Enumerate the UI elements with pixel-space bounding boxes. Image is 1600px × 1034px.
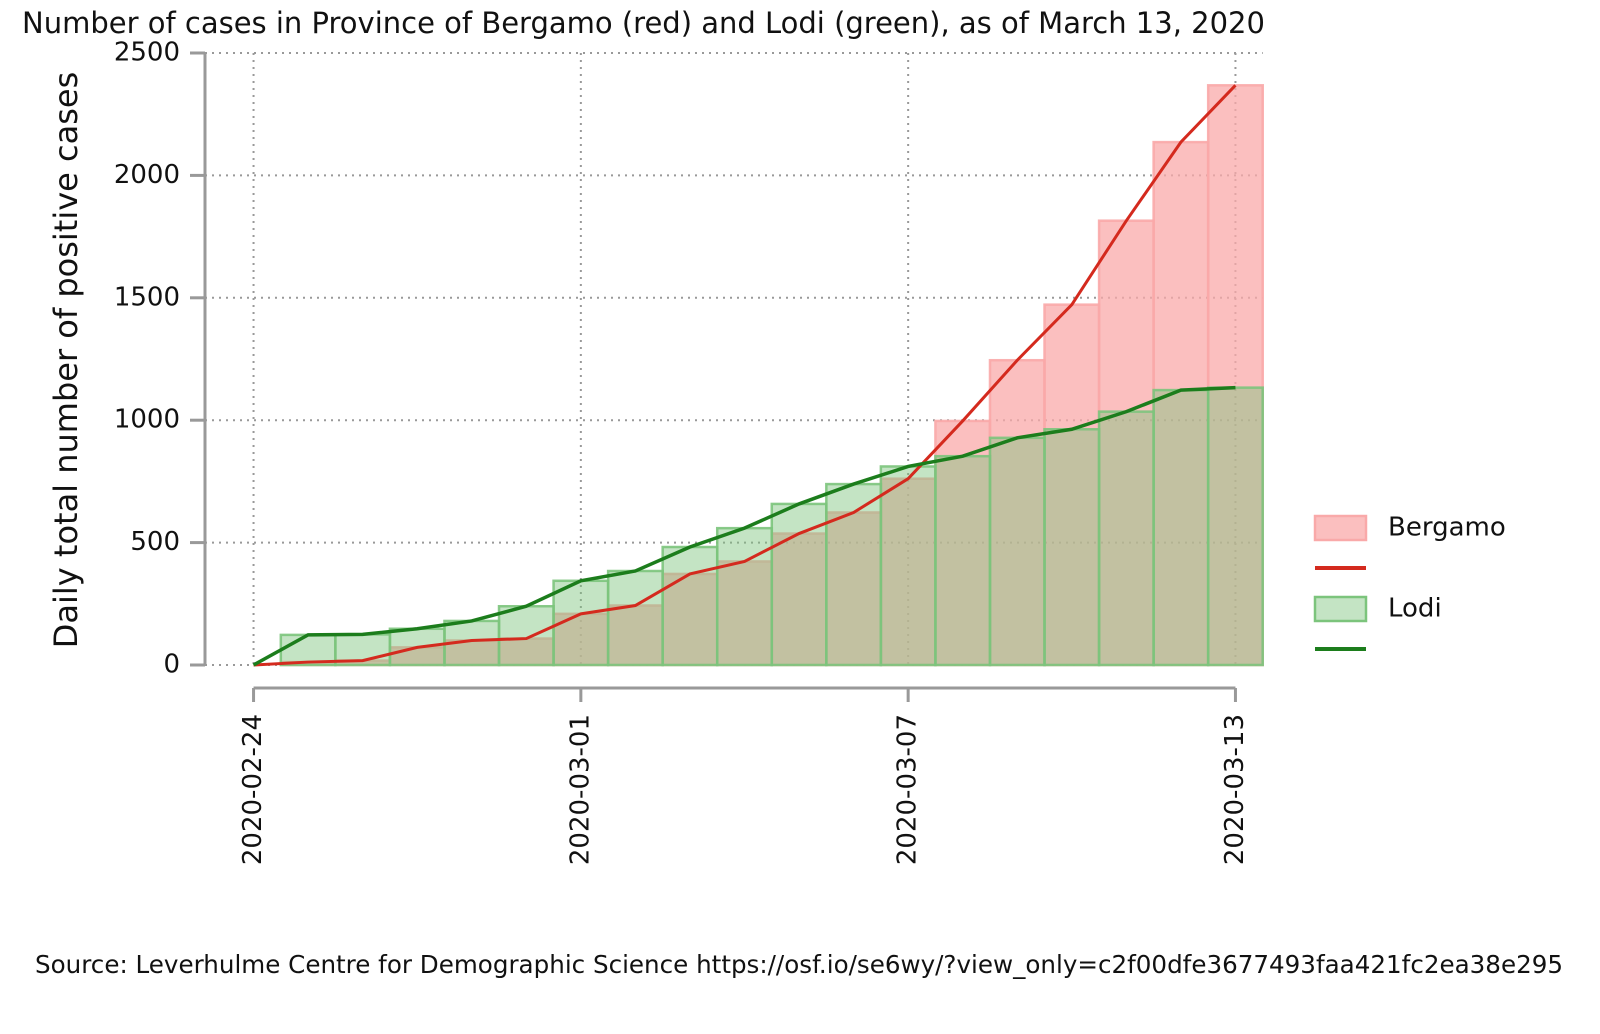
chart-title: Number of cases in Province of Bergamo (…	[22, 6, 1265, 40]
bar	[988, 358, 1046, 667]
bar	[606, 569, 664, 667]
y-tick-label: 2000	[114, 160, 180, 190]
bar	[770, 502, 828, 667]
bar	[1043, 428, 1101, 667]
bar	[988, 436, 1046, 667]
legend-label: Lodi	[1388, 594, 1442, 624]
x-tick-label: 2020-03-13	[1220, 714, 1250, 865]
bar	[1097, 219, 1155, 667]
bar	[661, 545, 719, 667]
x-tick-label: 2020-03-07	[893, 714, 923, 865]
bar	[934, 454, 992, 667]
bar	[1097, 410, 1155, 667]
y-tick-label: 1000	[114, 405, 180, 435]
legend-label: Bergamo	[1388, 513, 1506, 543]
bar	[1152, 140, 1210, 667]
bar	[715, 526, 774, 667]
y-tick-label: 2500	[114, 38, 180, 68]
bar	[879, 465, 937, 667]
bar	[1206, 84, 1264, 667]
y-tick-label: 0	[163, 650, 180, 680]
bar	[1206, 386, 1264, 667]
x-tick-label: 2020-02-24	[238, 714, 268, 865]
series-line	[253, 84, 1237, 667]
bar	[825, 511, 883, 667]
y-tick-label: 1500	[114, 282, 180, 312]
source-note: Source: Leverhulme Centre for Demographi…	[35, 950, 1563, 979]
y-axis-label: Daily total number of positive cases	[47, 72, 85, 648]
series-line	[252, 385, 1236, 667]
y-tick-label: 500	[130, 527, 180, 557]
legend-swatch	[1313, 514, 1368, 542]
bar	[1152, 388, 1210, 667]
legend-swatch	[1313, 595, 1368, 623]
x-tick-label: 2020-03-01	[565, 714, 595, 865]
bar	[497, 604, 555, 667]
